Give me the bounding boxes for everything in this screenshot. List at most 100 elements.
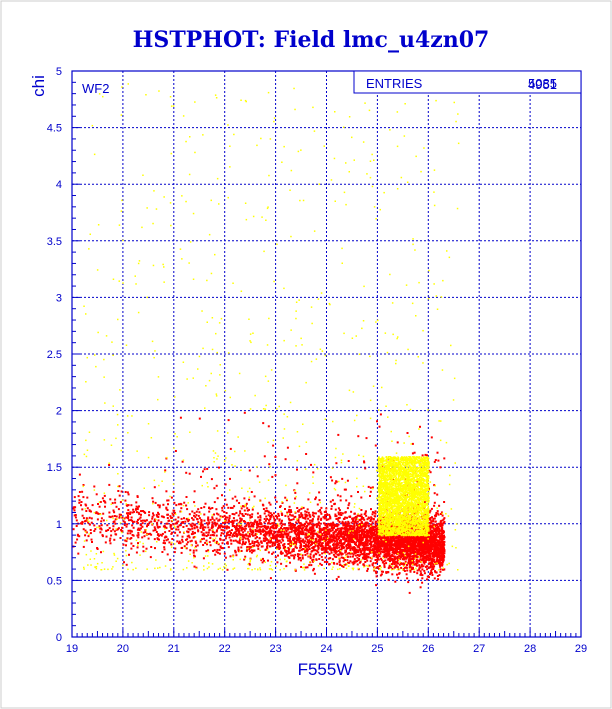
data-point bbox=[353, 547, 356, 550]
data-point bbox=[130, 530, 133, 533]
data-point bbox=[440, 526, 443, 529]
data-point bbox=[443, 501, 446, 503]
data-point bbox=[369, 518, 372, 521]
data-point bbox=[388, 541, 391, 544]
data-point bbox=[363, 554, 366, 557]
data-point bbox=[301, 531, 304, 534]
data-point bbox=[436, 512, 439, 515]
data-point bbox=[185, 524, 188, 527]
data-point bbox=[233, 532, 236, 535]
data-point bbox=[273, 517, 276, 520]
data-point bbox=[440, 528, 443, 531]
data-point bbox=[105, 529, 108, 532]
data-point bbox=[435, 571, 438, 574]
data-point bbox=[305, 453, 308, 455]
data-point bbox=[81, 490, 84, 493]
data-point bbox=[370, 533, 373, 536]
data-point bbox=[347, 520, 350, 523]
data-point bbox=[214, 553, 217, 556]
data-point bbox=[250, 491, 253, 493]
data-point bbox=[441, 563, 444, 566]
data-point bbox=[440, 555, 443, 558]
data-point bbox=[280, 533, 283, 535]
data-point bbox=[407, 540, 410, 543]
data-point bbox=[383, 550, 386, 553]
data-point bbox=[393, 544, 396, 547]
data-point bbox=[371, 545, 374, 548]
data-point bbox=[375, 535, 378, 538]
data-point bbox=[154, 501, 157, 504]
data-point bbox=[121, 530, 124, 533]
data-point bbox=[183, 517, 185, 520]
data-point bbox=[433, 577, 436, 580]
data-point bbox=[431, 544, 433, 547]
data-point bbox=[281, 513, 284, 516]
data-point bbox=[226, 516, 229, 519]
data-point bbox=[312, 555, 315, 558]
data-point bbox=[418, 545, 421, 548]
data-point bbox=[348, 537, 351, 540]
data-point bbox=[351, 548, 354, 551]
data-point bbox=[310, 463, 312, 466]
data-point bbox=[373, 547, 376, 550]
data-point bbox=[293, 523, 296, 526]
data-point bbox=[132, 534, 135, 537]
data-point bbox=[189, 523, 192, 526]
data-point bbox=[235, 525, 238, 528]
data-point bbox=[96, 512, 99, 515]
data-point bbox=[320, 543, 323, 546]
data-point bbox=[356, 514, 359, 517]
data-point bbox=[402, 558, 405, 561]
data-point bbox=[287, 556, 290, 558]
data-point bbox=[154, 527, 157, 530]
data-point bbox=[269, 577, 272, 580]
data-point bbox=[177, 528, 180, 531]
data-point bbox=[202, 470, 204, 473]
data-point bbox=[176, 534, 179, 537]
data-point bbox=[334, 530, 337, 533]
data-point bbox=[318, 499, 321, 502]
data-point bbox=[324, 550, 327, 553]
data-point bbox=[354, 515, 357, 518]
data-point bbox=[370, 508, 372, 511]
data-point bbox=[424, 557, 427, 560]
data-point bbox=[433, 536, 436, 539]
data-point bbox=[267, 514, 270, 517]
data-point bbox=[261, 503, 264, 506]
data-point bbox=[263, 533, 266, 536]
data-point bbox=[408, 556, 411, 558]
data-point bbox=[364, 555, 367, 558]
data-point bbox=[270, 514, 272, 517]
data-point bbox=[102, 512, 105, 515]
data-point bbox=[418, 564, 421, 567]
data-point bbox=[231, 523, 234, 526]
data-point bbox=[354, 560, 357, 563]
data-point bbox=[301, 527, 303, 530]
data-point bbox=[195, 566, 198, 569]
data-point bbox=[287, 543, 290, 545]
data-point bbox=[317, 540, 320, 543]
data-point bbox=[195, 514, 198, 517]
data-point bbox=[371, 549, 374, 551]
data-point bbox=[304, 553, 307, 556]
data-point bbox=[394, 580, 397, 583]
data-point bbox=[386, 547, 389, 550]
data-point bbox=[313, 542, 316, 544]
data-point bbox=[357, 435, 360, 438]
data-point bbox=[351, 561, 354, 564]
data-point bbox=[322, 536, 325, 539]
data-point bbox=[388, 564, 391, 567]
data-point bbox=[430, 571, 433, 574]
data-point bbox=[350, 495, 353, 498]
data-point bbox=[281, 501, 284, 504]
data-point bbox=[125, 525, 128, 528]
data-point bbox=[297, 519, 300, 522]
data-point bbox=[418, 543, 421, 545]
data-point bbox=[304, 533, 307, 536]
data-point bbox=[282, 539, 285, 542]
data-point bbox=[369, 520, 372, 522]
data-point bbox=[338, 535, 341, 538]
data-point bbox=[378, 550, 381, 553]
data-point bbox=[156, 525, 159, 528]
data-point bbox=[287, 517, 290, 520]
